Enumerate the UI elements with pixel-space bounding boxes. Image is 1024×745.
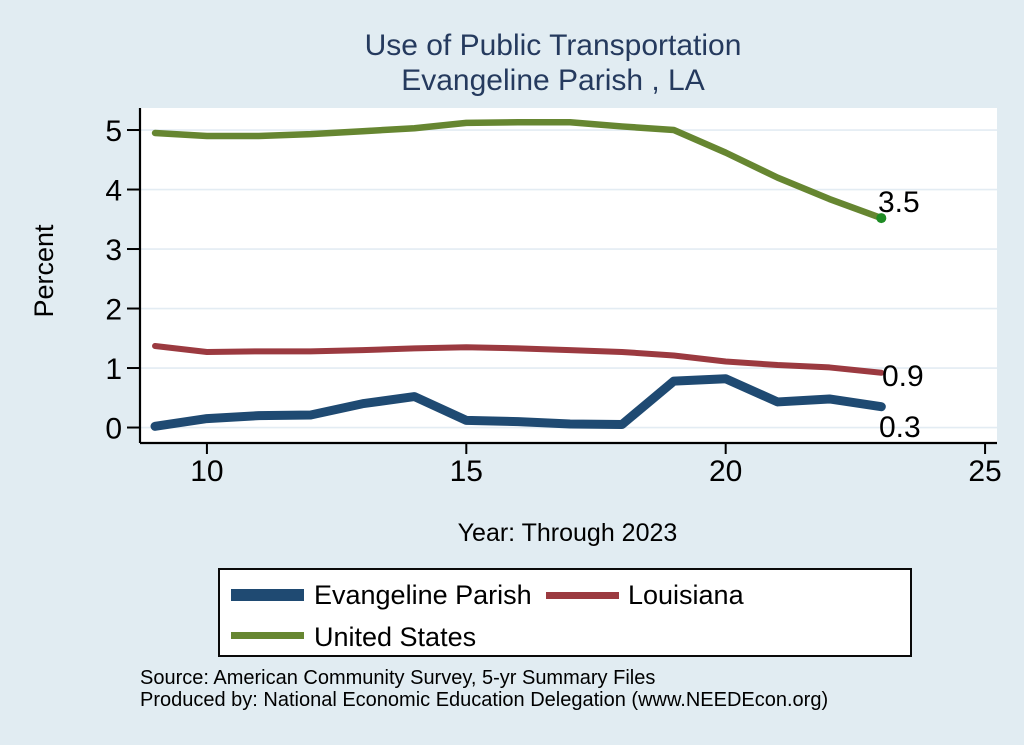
y-tick-label: 5: [105, 115, 122, 148]
end-label-united-states: 3.5: [878, 186, 920, 219]
series-line-louisiana: [152, 343, 885, 376]
chart-title-line2: Evangeline Parish , LA: [401, 64, 705, 97]
end-label-louisiana: 0.9: [882, 360, 924, 393]
series-end-marker-united-states: [876, 213, 887, 224]
source-line2: Produced by: National Economic Education…: [140, 689, 829, 711]
end-label-evangeline-parish: 0.3: [879, 411, 921, 444]
y-tick-label: 3: [105, 234, 122, 267]
y-tick-label: 1: [105, 353, 122, 386]
x-axis-caption: Year: Through 2023: [457, 519, 678, 547]
x-tick-label: 20: [709, 455, 742, 488]
plot-area: 0 1 2 3 4 5 10 15 20 25: [105, 108, 1002, 488]
legend-box: Evangeline Parish Louisiana United State…: [218, 568, 912, 657]
x-tick-label: 15: [450, 455, 483, 488]
legend-label-united-states: United States: [314, 622, 477, 652]
legend-label-evangeline-parish: Evangeline Parish: [314, 580, 532, 610]
x-tick-label: 10: [190, 455, 223, 488]
series-line-united-states: [151, 119, 885, 222]
source-line1: Source: American Community Survey, 5-yr …: [140, 667, 656, 689]
y-tick-label: 2: [105, 294, 122, 327]
plot-background: [140, 108, 997, 443]
legend-label-louisiana: Louisiana: [628, 580, 744, 610]
legend-swatch-evangeline-parish: [231, 589, 304, 601]
legend-swatch-united-states: [231, 632, 304, 639]
x-tick-label: 25: [968, 455, 1001, 488]
source-note: Source: American Community Survey, 5-yr …: [140, 667, 828, 711]
chart-title: Use of Public Transportation Evangeline …: [100, 28, 1006, 98]
y-tick-label: 0: [105, 413, 122, 446]
legend-swatch-louisiana: [546, 592, 619, 599]
y-tick-label: 4: [105, 175, 122, 208]
chart-title-line1: Use of Public Transportation: [364, 29, 742, 62]
series-line-evangeline-parish: [150, 374, 886, 431]
